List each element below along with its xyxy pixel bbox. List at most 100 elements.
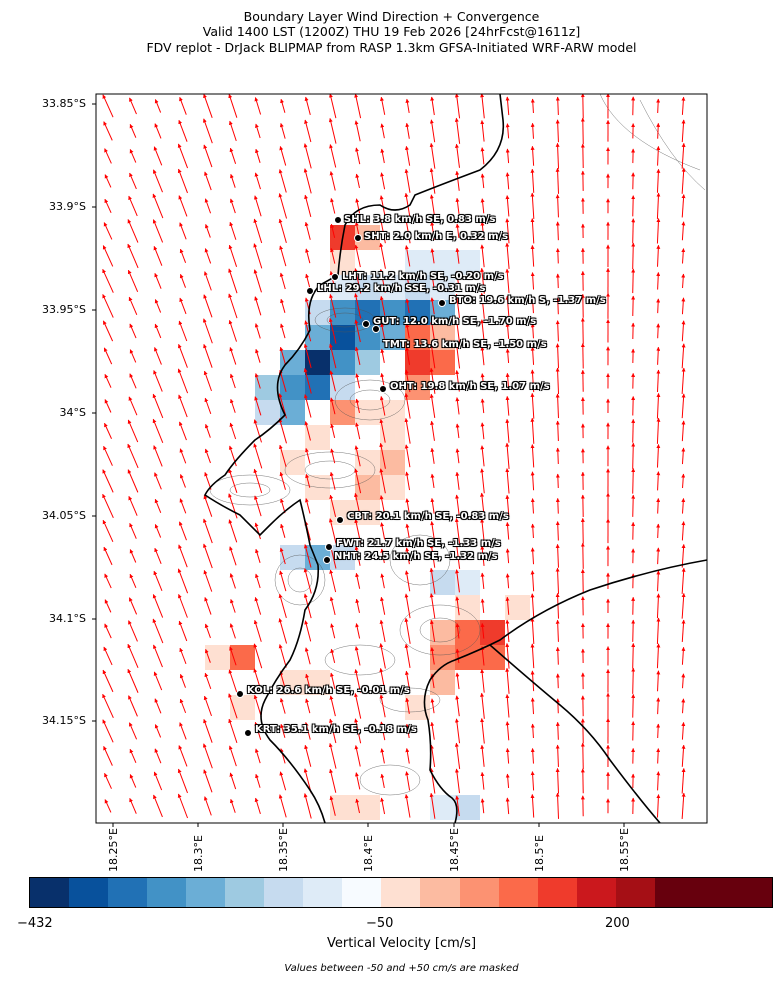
wind-arrow (229, 373, 236, 389)
wind-arrow (203, 294, 213, 318)
wind-arrow (530, 392, 535, 419)
wind-arrow (178, 544, 188, 568)
wind-arrow (328, 518, 337, 544)
wind-arrow (405, 771, 411, 791)
wind-arrow (555, 194, 560, 218)
wind-arrow (254, 396, 262, 416)
wind-arrow (404, 444, 411, 468)
colorbar-swatch (615, 878, 655, 907)
wind-arrow (178, 119, 188, 142)
wind-arrow (330, 648, 336, 663)
wind-arrow (405, 471, 411, 491)
wind-arrow (480, 718, 485, 744)
wind-arrow (304, 620, 312, 642)
wind-arrow (255, 148, 261, 163)
wind-arrow (405, 523, 410, 539)
wind-arrow (355, 198, 361, 214)
wind-arrow (480, 292, 485, 319)
wind-arrow (380, 348, 385, 363)
wind-arrow (480, 798, 485, 814)
wind-arrow (681, 673, 686, 689)
wind-arrow (128, 296, 138, 316)
wind-arrow (204, 198, 212, 214)
wind-arrow (681, 248, 686, 264)
wind-arrow (104, 772, 112, 789)
wind-arrow (379, 694, 386, 718)
wind-arrows (102, 94, 686, 819)
wind-arrow (455, 471, 460, 490)
wind-arrow (555, 673, 560, 689)
wind-arrow (204, 224, 211, 238)
wind-arrow (329, 695, 336, 717)
convergence-cell (505, 595, 530, 620)
wind-arrow (254, 172, 261, 190)
wind-arrow (430, 420, 435, 441)
wind-arrow (178, 594, 188, 618)
wind-arrow (656, 748, 661, 764)
wind-arrow (127, 243, 139, 269)
wind-arrow (204, 171, 212, 191)
wind-arrow (354, 646, 361, 666)
wind-arrow (656, 323, 661, 339)
wind-arrow (355, 398, 360, 414)
wind-arrow (253, 643, 263, 669)
wind-arrow (656, 145, 661, 166)
wind-arrow (681, 567, 686, 594)
lat-tick-label: 33.95°S (42, 303, 86, 316)
wind-arrow (204, 597, 212, 615)
wind-arrow (429, 119, 436, 143)
wind-arrow (128, 195, 138, 217)
wind-arrow (178, 421, 187, 441)
lon-tick-label: 18.5°E (533, 835, 546, 872)
wind-arrow (154, 524, 162, 538)
wind-arrow (104, 422, 112, 439)
wind-arrow (228, 319, 237, 342)
station-marker (236, 690, 244, 698)
wind-arrow (454, 517, 461, 544)
wind-arrow (278, 444, 287, 467)
wind-arrow (681, 119, 686, 143)
wind-arrow (177, 168, 188, 194)
wind-arrow (430, 273, 435, 289)
wind-arrow (355, 572, 361, 589)
wind-arrow (656, 392, 661, 419)
wind-arrow (354, 669, 361, 693)
wind-arrow (681, 698, 686, 714)
wind-arrow (429, 593, 436, 619)
lat-tick-label: 34.05°S (42, 509, 86, 522)
wind-arrow (379, 295, 386, 316)
wind-arrow (152, 219, 164, 243)
lat-tick-label: 33.9°S (49, 200, 86, 213)
wind-arrow (354, 545, 361, 566)
wind-arrow (129, 748, 137, 763)
wind-arrow (253, 218, 263, 244)
wind-arrow (354, 492, 362, 519)
wind-arrow (455, 223, 460, 239)
wind-arrow (681, 142, 686, 169)
wind-arrow (153, 570, 163, 592)
wind-arrow (480, 622, 485, 639)
wind-arrow (656, 168, 661, 193)
wind-arrow (104, 399, 112, 413)
colorbar-mid-label: −50 (366, 916, 394, 931)
wind-arrow (681, 498, 686, 514)
convergence-cell (280, 545, 305, 570)
wind-arrow (354, 518, 362, 543)
wind-arrow (480, 422, 485, 440)
wind-arrow (429, 744, 436, 767)
wind-arrow (379, 396, 386, 416)
axis-ticks (92, 103, 625, 827)
wind-arrow (228, 519, 238, 543)
wind-arrow (681, 721, 686, 740)
lon-tick-label: 18.4°E (362, 835, 375, 872)
wind-arrow (304, 744, 312, 767)
wind-arrow (505, 667, 510, 694)
wind-arrow (128, 495, 138, 516)
wind-arrow (254, 97, 262, 115)
wind-arrow (280, 498, 286, 514)
wind-arrow (354, 94, 362, 119)
wind-arrow (354, 244, 361, 268)
wind-arrow (656, 471, 661, 491)
wind-arrow (505, 395, 510, 416)
wind-arrow (555, 698, 560, 714)
